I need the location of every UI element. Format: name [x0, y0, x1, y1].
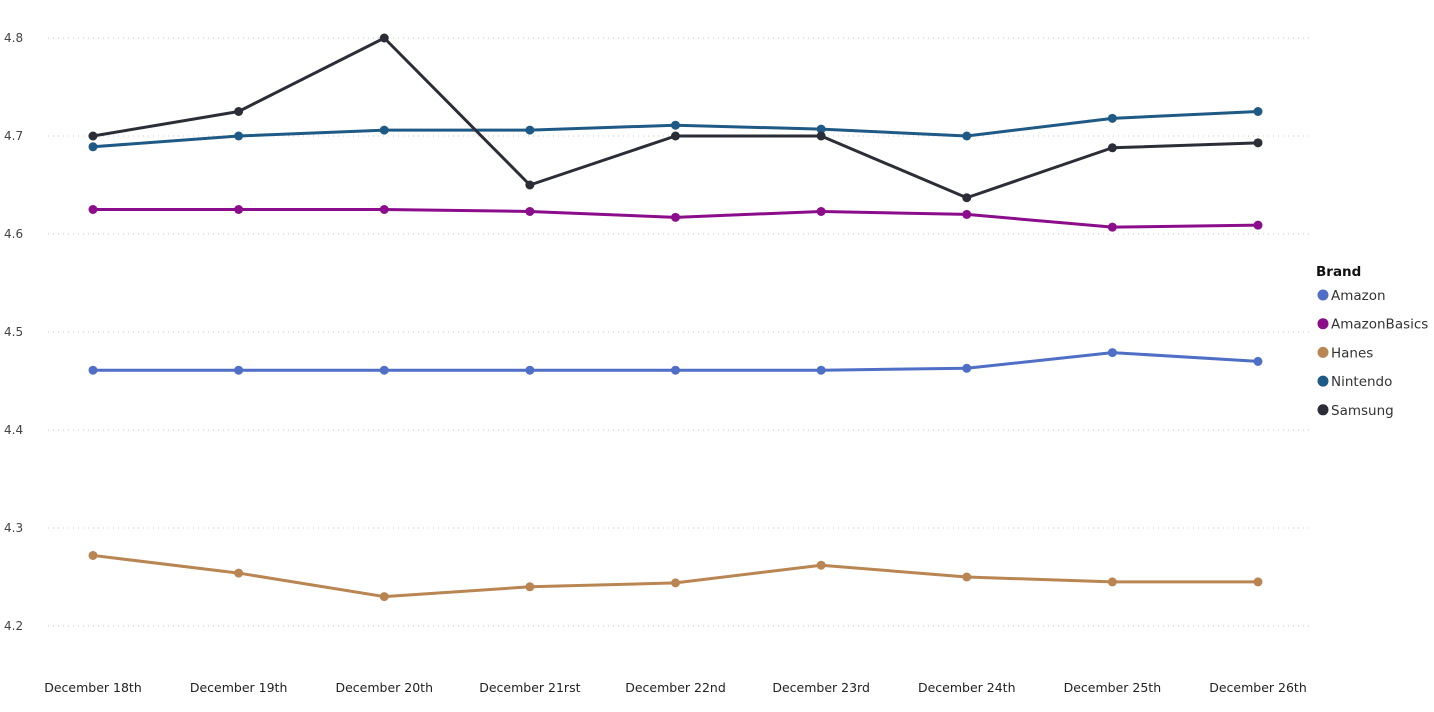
legend-item-hanes[interactable]: Hanes — [1317, 345, 1374, 361]
data-point[interactable] — [88, 365, 98, 375]
data-point[interactable] — [816, 131, 826, 141]
legend-label: Nintendo — [1331, 374, 1392, 390]
series-line — [91, 36, 1260, 200]
legend: Brand Amazon AmazonBasics Hanes Nintendo Sam… — [1316, 264, 1428, 419]
data-point[interactable] — [379, 592, 389, 602]
data-point[interactable] — [525, 125, 535, 135]
series-samsung — [88, 33, 1263, 203]
data-point[interactable] — [671, 578, 680, 588]
legend-item-nintendo[interactable]: Nintendo — [1317, 374, 1393, 390]
data-point[interactable] — [1253, 107, 1263, 116]
data-point[interactable] — [379, 205, 389, 214]
series-line — [91, 553, 1260, 599]
data-point[interactable] — [1253, 577, 1263, 587]
data-point[interactable] — [962, 363, 972, 373]
data-point[interactable] — [816, 124, 826, 134]
data-point[interactable] — [88, 205, 98, 214]
x-tick-label: December 26th — [1209, 680, 1307, 695]
x-tick-label: December 24th — [918, 680, 1016, 695]
data-point[interactable] — [525, 365, 535, 375]
y-tick-label: 4.6 — [4, 227, 23, 241]
data-point[interactable] — [234, 131, 244, 141]
data-point[interactable] — [816, 365, 826, 375]
legend-item-samsung[interactable]: Samsung — [1317, 403, 1394, 419]
y-tick-label: 4.4 — [4, 423, 23, 437]
data-point[interactable] — [234, 568, 244, 578]
y-axis: 4.2 4.3 4.4 4.5 4.6 4.7 4.8 — [4, 31, 23, 633]
data-point[interactable] — [671, 365, 680, 375]
series-group — [88, 33, 1263, 602]
data-point[interactable] — [379, 33, 389, 43]
data-point[interactable] — [234, 365, 244, 375]
x-tick-label: December 20th — [335, 680, 433, 695]
legend-marker — [1317, 318, 1329, 330]
y-tick-label: 4.8 — [4, 31, 23, 45]
series-nintendo — [88, 107, 1263, 152]
data-point[interactable] — [234, 107, 244, 116]
x-tick-label: December 18th — [44, 680, 142, 695]
legend-title: Brand — [1316, 264, 1361, 280]
legend-label: Samsung — [1331, 403, 1394, 419]
data-point[interactable] — [1253, 138, 1263, 148]
legend-item-amazon[interactable]: Amazon — [1317, 288, 1386, 304]
x-tick-label: December 21rst — [479, 680, 580, 695]
data-point[interactable] — [88, 131, 98, 141]
series-hanes — [88, 550, 1263, 602]
data-point[interactable] — [525, 180, 535, 190]
data-point[interactable] — [88, 550, 98, 560]
legend-marker — [1317, 404, 1329, 416]
x-tick-label: December 19th — [190, 680, 288, 695]
y-tick-label: 4.7 — [4, 129, 23, 143]
data-point[interactable] — [1107, 577, 1117, 587]
data-point[interactable] — [671, 212, 680, 222]
data-point[interactable] — [962, 193, 972, 203]
legend-marker — [1317, 346, 1329, 358]
data-point[interactable] — [962, 572, 972, 582]
data-point[interactable] — [234, 205, 244, 214]
data-point[interactable] — [671, 131, 680, 141]
x-tick-label: December 23rd — [772, 680, 870, 695]
x-axis: December 18th December 19th December 20th D… — [44, 680, 1307, 695]
legend-label: Amazon — [1331, 288, 1386, 304]
x-tick-label: December 25th — [1064, 680, 1162, 695]
data-point[interactable] — [379, 125, 389, 135]
x-tick-label: December 22nd — [625, 680, 726, 695]
legend-item-amazonbasics[interactable]: AmazonBasics — [1317, 317, 1429, 333]
data-point[interactable] — [816, 560, 826, 570]
y-tick-label: 4.2 — [4, 619, 23, 633]
data-point[interactable] — [962, 209, 972, 219]
data-point[interactable] — [816, 206, 826, 216]
series-amazon — [88, 348, 1263, 375]
legend-marker — [1317, 375, 1329, 387]
data-point[interactable] — [1107, 348, 1117, 358]
data-point[interactable] — [525, 582, 535, 592]
data-point[interactable] — [88, 142, 98, 152]
data-point[interactable] — [525, 206, 535, 216]
y-tick-label: 4.3 — [4, 521, 23, 535]
data-point[interactable] — [962, 131, 972, 141]
series-amazonbasics — [88, 205, 1263, 232]
y-tick-label: 4.5 — [4, 325, 23, 339]
legend-label: AmazonBasics — [1331, 317, 1428, 333]
legend-marker — [1317, 289, 1329, 301]
data-point[interactable] — [1107, 113, 1117, 123]
data-point[interactable] — [671, 120, 680, 130]
data-point[interactable] — [1253, 356, 1263, 366]
data-point[interactable] — [1107, 143, 1117, 153]
data-point[interactable] — [1107, 222, 1117, 232]
data-point[interactable] — [379, 365, 389, 375]
legend-label: Hanes — [1331, 345, 1373, 361]
data-point[interactable] — [1253, 220, 1263, 230]
